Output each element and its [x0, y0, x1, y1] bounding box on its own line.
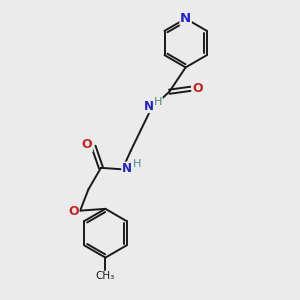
- Text: H: H: [154, 97, 162, 107]
- Text: O: O: [192, 82, 202, 95]
- Text: H: H: [133, 159, 141, 169]
- Text: N: N: [180, 12, 191, 25]
- Text: N: N: [143, 100, 154, 112]
- Text: O: O: [68, 205, 79, 218]
- Text: CH₃: CH₃: [96, 271, 115, 281]
- Text: O: O: [82, 138, 92, 152]
- Text: N: N: [122, 162, 132, 175]
